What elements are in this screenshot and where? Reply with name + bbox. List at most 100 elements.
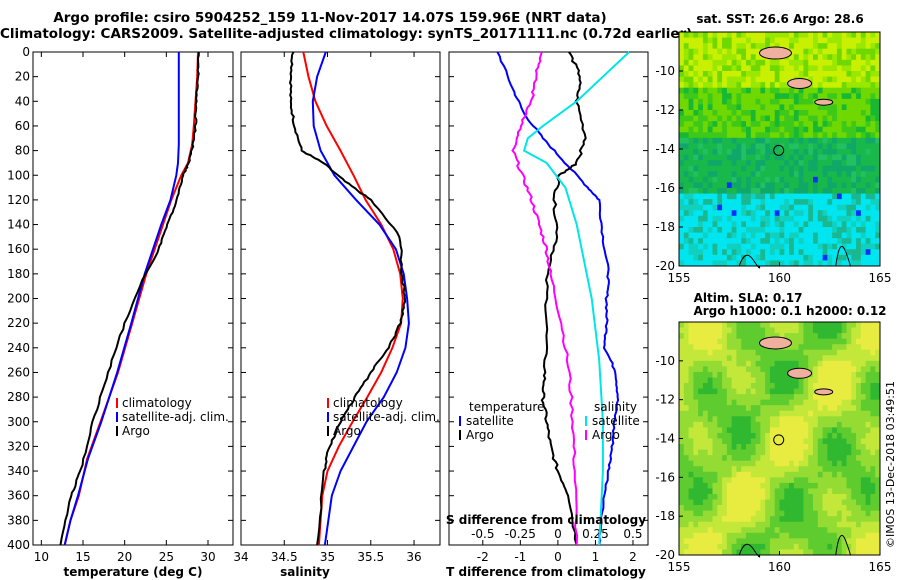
map2-subtitle: Argo h1000: 0.1 h2000: 0.12: [693, 304, 886, 318]
x-tick-label: 25: [159, 550, 174, 564]
map-y-tick-label: -20: [655, 259, 675, 273]
series-line-satellite-adj-clim-: [63, 52, 180, 546]
legend-left-title: temperature: [469, 400, 544, 414]
y-tick-label: 220: [7, 316, 30, 330]
island-shape: [814, 388, 834, 396]
legend-right-label: satellite: [592, 414, 640, 428]
x-tick-label: 20: [117, 550, 132, 564]
map-y-tick-label: -20: [655, 548, 675, 562]
map-x-tick-label: 155: [668, 271, 691, 285]
figure-title-line-2: Climatology: CARS2009. Satellite-adjuste…: [0, 26, 693, 42]
island-shape: [787, 77, 813, 89]
island-shape: [787, 367, 813, 379]
credit-text: ©IMOS 13-Dec-2018 03:49:51: [884, 381, 897, 548]
series-line-salinity-satellite: [522, 51, 630, 546]
x-axis-label: T difference from climatology: [446, 565, 646, 579]
y-tick-label: 280: [7, 390, 30, 404]
legend-right-title: salinity: [594, 400, 637, 414]
y-tick-label: 180: [7, 267, 30, 281]
x-tick-label-top: 0.25: [582, 527, 609, 541]
y-tick-label: 320: [7, 439, 30, 453]
legend-label: Argo: [333, 424, 361, 438]
map-y-tick-label: -18: [655, 509, 675, 523]
y-tick-label: 380: [7, 513, 30, 527]
x-tick-label-bottom: -1: [514, 550, 526, 564]
legend-label: Argo: [122, 424, 150, 438]
island-shape: [758, 336, 792, 350]
map-y-tick-label: -12: [655, 393, 675, 407]
x-tick-label-bottom: 0: [554, 550, 562, 564]
y-tick-label: 200: [7, 292, 30, 306]
y-tick-label: 100: [7, 168, 30, 182]
series-line-salinity-argo: [511, 51, 579, 546]
map-y-tick-label: -10: [655, 354, 675, 368]
reef-outline: [738, 254, 761, 269]
x-tick-label-top: -0.5: [471, 527, 494, 541]
x-tick-label-bottom: 1: [592, 550, 600, 564]
top-axis-label: S difference from climatology: [446, 513, 646, 527]
y-tick-label: 360: [7, 489, 30, 503]
legend-label: satellite-adj. clim.: [333, 410, 440, 424]
x-tick-label: 30: [200, 550, 215, 564]
legend-left-label: Argo: [466, 428, 494, 442]
x-tick-label: 35.5: [357, 550, 384, 564]
map-x-tick-label: 155: [668, 560, 691, 574]
legend-left-label: satellite: [466, 414, 514, 428]
plot-frame-1: [32, 51, 234, 546]
x-tick-label: 10: [34, 550, 49, 564]
series-line-climatology: [302, 51, 404, 546]
y-tick-label: 20: [15, 70, 30, 84]
map-y-tick-label: -18: [655, 220, 675, 234]
x-tick-label-top: 0.5: [623, 527, 642, 541]
x-tick-label: 15: [75, 550, 90, 564]
series-line-temperature-argo: [540, 51, 587, 546]
island-shape: [814, 98, 834, 106]
figure-title-line-1: Argo profile: csiro 5904252_159 11-Nov-2…: [53, 10, 607, 26]
map-y-tick-label: -14: [655, 142, 675, 156]
legend-label: climatology: [122, 396, 192, 410]
x-tick-label: 34.5: [271, 550, 298, 564]
y-tick-label: 340: [7, 464, 30, 478]
x-axis-label: temperature (deg C): [64, 565, 203, 579]
x-tick-label: 36: [406, 550, 421, 564]
y-tick-label: 0: [22, 45, 30, 59]
y-tick-label: 240: [7, 341, 30, 355]
map-panel-1: [678, 321, 881, 558]
legend-label: satellite-adj. clim.: [122, 410, 229, 424]
legend-right-label: Argo: [592, 428, 620, 442]
plot-frame-3: [448, 51, 649, 546]
y-tick-label: 140: [7, 218, 30, 232]
y-tick-label: 260: [7, 365, 30, 379]
map-y-tick-label: -16: [655, 470, 675, 484]
x-tick-label: 34: [233, 550, 248, 564]
map-x-tick-label: 160: [768, 271, 791, 285]
x-tick-label-bottom: -2: [477, 550, 489, 564]
x-tick-label: 35: [320, 550, 335, 564]
y-tick-label: 60: [15, 119, 30, 133]
series-line-argo: [288, 51, 407, 546]
argo-location-marker: [773, 144, 785, 156]
map-y-tick-label: -12: [655, 103, 675, 117]
x-tick-label-top: -0.25: [505, 527, 536, 541]
island-shape: [758, 46, 792, 60]
map-x-tick-label: 160: [768, 560, 791, 574]
map-panel-0: [678, 31, 881, 269]
legend-label: climatology: [333, 396, 403, 410]
x-tick-label-bottom: 2: [629, 550, 637, 564]
series-line-temperature-satellite: [496, 51, 620, 546]
reef-outline: [738, 543, 761, 558]
argo-location-marker: [773, 434, 785, 446]
map-y-tick-label: -14: [655, 432, 675, 446]
map1-title: sat. SST: 26.6 Argo: 28.6: [696, 12, 863, 26]
y-tick-label: 120: [7, 193, 30, 207]
y-tick-label: 300: [7, 415, 30, 429]
map-x-tick-label: 165: [869, 560, 892, 574]
x-tick-label-top: 0: [554, 527, 562, 541]
map-y-tick-label: -10: [655, 64, 675, 78]
y-tick-label: 40: [15, 94, 30, 108]
y-tick-label: 400: [7, 538, 30, 552]
y-tick-label: 160: [7, 242, 30, 256]
series-line-argo: [59, 52, 200, 546]
x-axis-label: salinity: [280, 565, 330, 579]
